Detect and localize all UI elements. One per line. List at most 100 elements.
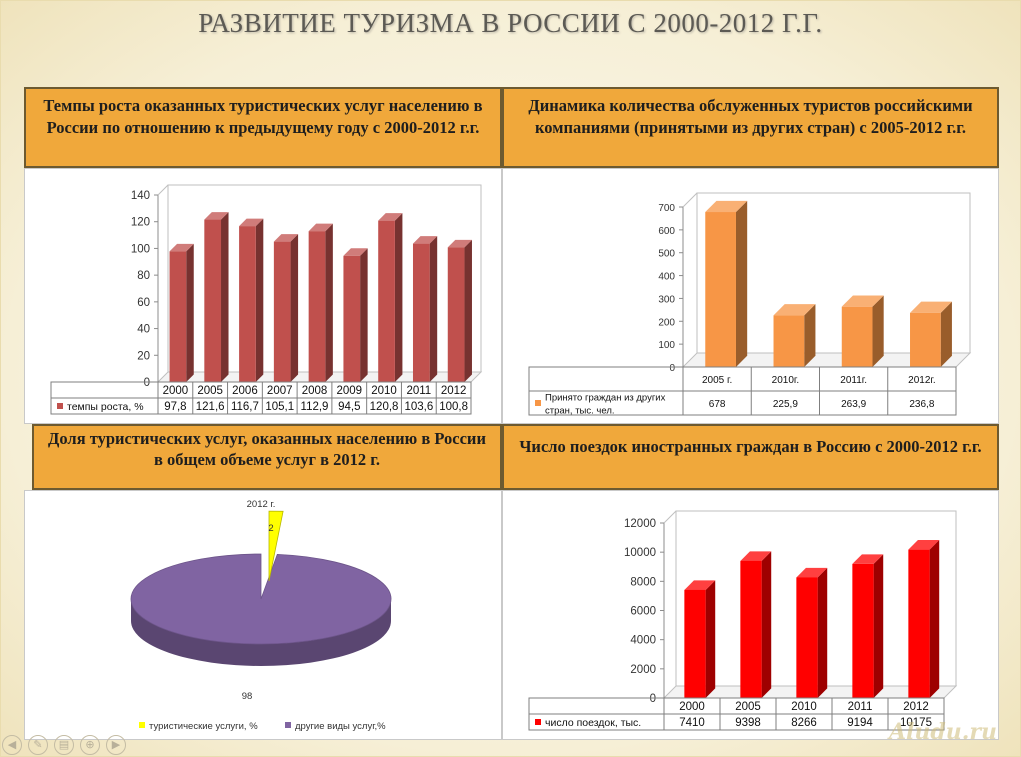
data-label: 98 <box>242 691 253 702</box>
trips-panel-title: Число поездок иностранных граждан в Росс… <box>502 424 999 490</box>
bar <box>908 549 930 698</box>
bar-top <box>273 234 299 242</box>
data-label: 120,8 <box>370 401 399 413</box>
legend-swatch <box>535 719 541 725</box>
bar <box>447 247 465 382</box>
legend-swatch <box>57 403 63 409</box>
data-label: 236,8 <box>909 399 934 410</box>
y-tick-label: 0 <box>144 377 150 389</box>
pie-slice <box>268 510 284 582</box>
x-tick-label: 2011 <box>848 701 873 713</box>
legend-label: число поездок, тыс. <box>545 717 641 729</box>
bar <box>684 589 706 698</box>
bar-side <box>464 239 472 382</box>
prev-icon[interactable]: ◀ <box>2 735 22 755</box>
x-tick-label: 2011 <box>406 385 431 397</box>
bar <box>773 315 805 367</box>
data-label: 103,6 <box>404 401 433 413</box>
tourists-chart: 0 100 200 300 400 500 600 700 2005 г. 678 2010г. 22… <box>528 192 972 417</box>
legend-swatch <box>535 400 541 406</box>
bar-top <box>910 301 952 313</box>
bar <box>740 560 762 698</box>
y-tick-label: 0 <box>669 363 675 374</box>
bar <box>796 577 818 698</box>
bar-top <box>239 218 264 227</box>
data-label: 121,6 <box>196 401 225 413</box>
trips-chart-panel: 0 2000 4000 6000 8000 10000 12000 2000 7410 2005 9… <box>502 490 999 740</box>
bar <box>169 251 187 382</box>
bar-top <box>796 567 828 578</box>
growth-chart-panel: 0 20 40 60 80 100 120 140 2000 97,8 2005 121,6 2006 1… <box>24 168 502 424</box>
bar <box>273 241 291 382</box>
y-tick-label: 400 <box>658 272 675 283</box>
y-tick-label: 6000 <box>630 606 656 618</box>
x-tick-label: 2009 <box>336 385 362 397</box>
bar <box>343 255 361 382</box>
legend-label: Принято граждан из других <box>545 393 666 404</box>
bar <box>852 563 874 698</box>
y-tick-label: 100 <box>131 243 150 255</box>
data-label: 94,5 <box>338 401 360 413</box>
data-label: 678 <box>709 399 726 410</box>
bar-top <box>852 554 884 564</box>
bar-top <box>204 212 229 220</box>
data-label: 2 <box>268 523 273 534</box>
pen-icon[interactable]: ✎ <box>28 735 48 755</box>
bar-top <box>908 540 940 550</box>
next-icon[interactable]: ▶ <box>106 735 126 755</box>
side-edge <box>663 510 677 524</box>
y-tick-label: 140 <box>131 190 150 202</box>
x-tick-label: 2000 <box>163 385 189 397</box>
y-tick-label: 2000 <box>630 664 656 676</box>
x-tick-label: 2007 <box>267 385 293 397</box>
data-label: 112,9 <box>301 401 329 413</box>
bar-side <box>325 223 333 382</box>
zoom-icon[interactable]: ⊕ <box>80 735 100 755</box>
data-label: 100,8 <box>439 401 468 413</box>
legend-label: другие виды услуг,% <box>295 721 386 732</box>
x-tick-label: 2005 <box>735 701 761 713</box>
y-tick-label: 10000 <box>624 547 656 559</box>
menu-icon[interactable]: ▤ <box>54 735 74 755</box>
bar-side <box>360 248 368 382</box>
x-tick-label: 2011г. <box>840 375 867 386</box>
y-tick-label: 12000 <box>624 518 656 530</box>
x-tick-label: 2010 <box>371 385 397 397</box>
data-label: 7410 <box>679 717 705 729</box>
bar-top <box>412 236 438 244</box>
data-label: 10175 <box>900 717 932 729</box>
x-tick-label: 2010г. <box>772 375 799 386</box>
bar-side <box>705 580 716 698</box>
pie-slice <box>130 553 392 645</box>
legend-label: туристические услуги, % <box>149 721 258 732</box>
bar-top <box>684 580 716 590</box>
bar-side <box>735 200 748 367</box>
bar <box>204 219 222 382</box>
bar-side <box>817 567 828 698</box>
share-chart: 2012 г. 2 98 туристические услуги, % другие … <box>130 499 392 732</box>
y-tick-label: 300 <box>658 294 675 305</box>
bar-top <box>378 213 403 221</box>
pie-title: 2012 г. <box>247 499 276 510</box>
data-label: 225,9 <box>773 399 798 410</box>
bar-side <box>186 243 194 382</box>
legend-swatch <box>139 722 145 728</box>
legend-label: стран, тыс. чел. <box>545 406 615 417</box>
side-edge <box>157 184 169 196</box>
y-tick-label: 500 <box>658 249 675 260</box>
data-label: 9398 <box>735 717 761 729</box>
y-tick-label: 200 <box>658 317 675 328</box>
x-tick-label: 2005 г. <box>702 375 732 386</box>
side-edge <box>682 192 698 208</box>
y-tick-label: 100 <box>658 340 675 351</box>
tourists-chart-panel: 0 100 200 300 400 500 600 700 2005 г. 678 2010г. 22… <box>502 168 999 424</box>
bar-side <box>873 554 884 698</box>
bar-top <box>740 551 772 561</box>
bar-side <box>221 212 229 382</box>
bar-side <box>429 236 438 382</box>
y-tick-label: 8000 <box>630 576 656 588</box>
x-tick-label: 2000 <box>679 701 705 713</box>
bar <box>308 231 326 382</box>
slide-nav: ◀ ✎ ▤ ⊕ ▶ <box>2 735 126 755</box>
x-tick-label: 2012 <box>903 701 929 713</box>
